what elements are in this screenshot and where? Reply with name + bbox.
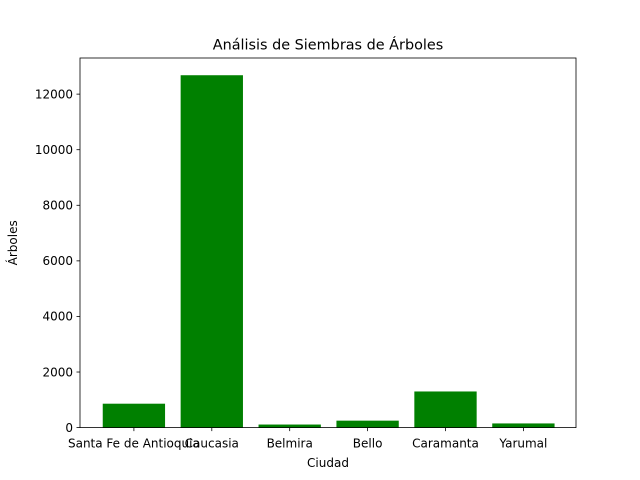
y-tick-label: 4000 (42, 310, 73, 324)
plot-frame (79, 57, 577, 429)
x-tick-label: Bello (353, 437, 383, 451)
y-tick-label: 2000 (42, 365, 73, 379)
y-tick-label: 8000 (42, 199, 73, 213)
y-tick-label: 6000 (42, 254, 73, 268)
x-tick-label: Caucasia (185, 437, 239, 451)
bars-group (102, 75, 555, 428)
bar-3 (336, 420, 399, 428)
x-tick-label: Yarumal (498, 437, 547, 451)
y-axis: 0 2000 4000 6000 8000 10000 12000 (35, 87, 80, 435)
x-tick-label: Belmira (267, 437, 313, 451)
bar-0 (102, 403, 166, 428)
chart-title: Análisis de Siembras de Árboles (213, 37, 443, 54)
y-tick-label: 12000 (35, 87, 73, 101)
bar-4 (414, 391, 477, 428)
x-axis-label: Ciudad (307, 456, 349, 470)
x-tick-label: Santa Fe de Antioquia (68, 437, 200, 451)
y-axis-label: Árboles (5, 220, 20, 265)
bar-1 (180, 75, 243, 428)
bar-5 (492, 423, 555, 428)
y-tick-label: 10000 (35, 143, 73, 157)
x-tick-label: Caramanta (412, 437, 479, 451)
y-tick-label: 0 (65, 421, 73, 435)
bar-2 (258, 424, 321, 428)
